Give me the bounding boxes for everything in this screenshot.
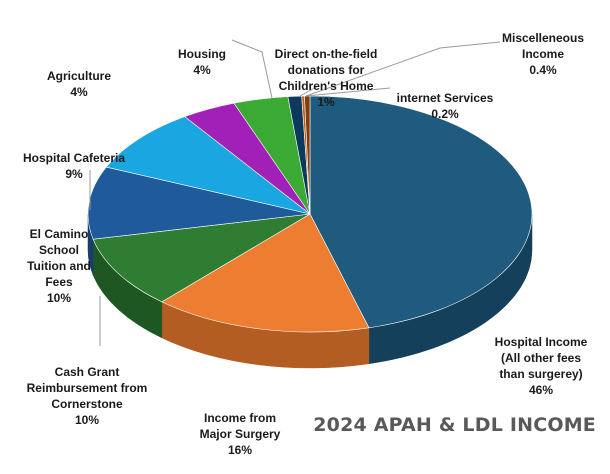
slice-value-major-surgery: 16%	[227, 443, 253, 457]
slice-label-hospital-cafeteria: Hospital Cafeteria 9%	[14, 134, 134, 198]
slice-value-el-camino: 10%	[46, 291, 72, 305]
slice-value-direct-donations: 1%	[317, 95, 335, 109]
slice-label-cash-grant-name: Cash Grant Reimbursement from Cornerston…	[26, 365, 148, 411]
slice-label-el-camino-name: El Camino School Tuition and Fees	[27, 227, 91, 289]
slice-label-agriculture-name: Agriculture	[46, 69, 111, 83]
slice-label-internet-services-name: internet Services	[396, 91, 494, 105]
slice-value-hospital-cafeteria: 9%	[65, 167, 83, 181]
leader-line	[305, 41, 501, 97]
slice-value-misc-income: 0.4%	[529, 63, 557, 77]
leader-line	[305, 87, 391, 97]
slice-major-surgery	[161, 213, 370, 333]
slice-label-internet-services: internet Services 0.2%	[386, 74, 504, 138]
pie-chart-svg	[87, 39, 533, 369]
slice-label-hospital-income-name: Hospital Income (All other fees than sur…	[494, 335, 588, 381]
slice-label-direct-donations-name: Direct on-the-field donations for Childr…	[274, 47, 378, 93]
slice-label-direct-donations: Direct on-the-field donations for Childr…	[262, 30, 390, 126]
pie-side-walls	[87, 213, 533, 369]
slice-label-housing: Housing 4%	[170, 30, 234, 94]
slice-hospital-income	[309, 95, 533, 329]
leader-line	[299, 85, 319, 97]
slice-cash-grant	[92, 213, 311, 303]
pie-chart: Hospital Income (All other fees than sur…	[12, 14, 606, 457]
slice-label-major-surgery: Income from Major Surgery 16%	[180, 394, 300, 474]
slice-label-major-surgery-name: Income from Major Surgery	[199, 411, 281, 441]
slice-label-hospital-income: Hospital Income (All other fees than sur…	[476, 318, 606, 414]
slice-hospital-cafeteria	[105, 116, 311, 215]
leader-line	[231, 39, 273, 99]
slice-label-housing-name: Housing	[178, 47, 226, 61]
slice-value-hospital-income: 46%	[528, 383, 554, 397]
slice-label-agriculture: Agriculture 4%	[38, 52, 120, 116]
slice-el-camino	[87, 166, 311, 240]
slice-label-misc-income: Miscelleneous Income 0.4%	[488, 14, 598, 94]
slice-value-cash-grant: 10%	[74, 413, 100, 427]
leader-lines	[89, 39, 501, 346]
slice-value-agriculture: 4%	[70, 85, 88, 99]
slice-label-el-camino: El Camino School Tuition and Fees 10%	[14, 210, 104, 322]
slice-label-misc-income-name: Miscelleneous Income	[501, 31, 585, 61]
pie-top	[87, 95, 533, 333]
chart-title: 2024 APAH & LDL INCOME	[313, 414, 596, 436]
slice-value-internet-services: 0.2%	[431, 107, 459, 121]
slice-label-cash-grant: Cash Grant Reimbursement from Cornerston…	[12, 348, 162, 444]
slice-label-hospital-cafeteria-name: Hospital Cafeteria	[22, 151, 126, 165]
slice-value-housing: 4%	[193, 63, 211, 77]
